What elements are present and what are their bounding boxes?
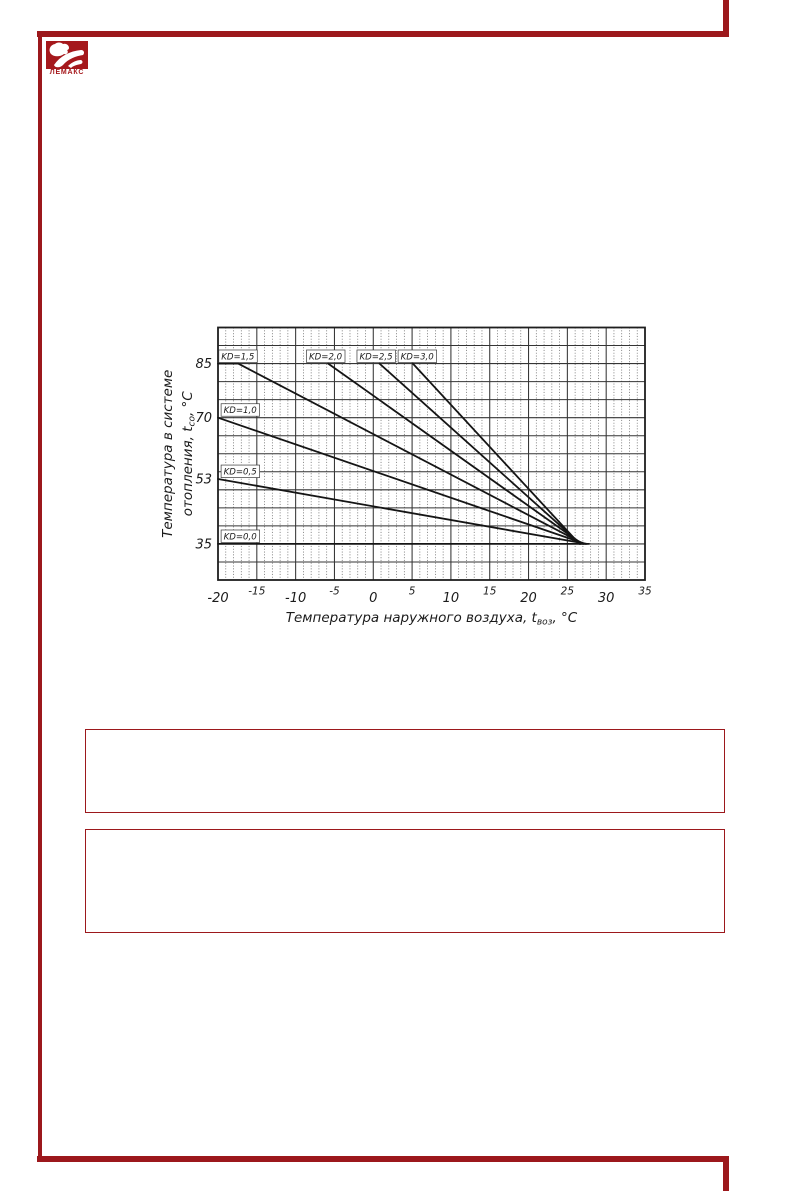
curve-label: KD=2,0 [309,352,343,362]
empty-info-box-1 [85,729,725,813]
curve-kd-1-5 [217,362,585,545]
x-tick-label: 5 [409,586,416,598]
curve-label: KD=1,5 [221,352,254,362]
curve-label-box [220,464,260,478]
x-tick-label: 15 [483,586,497,598]
curve-label-box [220,403,260,417]
curve-label: KD=3,0 [401,352,435,362]
x-tick-label: 0 [369,591,377,606]
curve-kd-1-0 [217,416,587,545]
y-axis-title-line1: Температура в системе [160,370,176,538]
curve-label: KD=0,0 [224,532,258,542]
curve-label-box [306,349,346,363]
curve-kd-2-0 [327,362,583,545]
y-tick-label: 85 [195,357,212,372]
x-tick-label: -5 [329,586,340,598]
curve-kd-2-5 [378,362,582,545]
x-tick-label: 20 [520,591,537,606]
x-axis-title: Температура наружного воздуха, tвоз, °С [286,610,578,628]
x-tick-label: -20 [207,591,228,606]
x-tick-label: 35 [638,586,652,598]
brand-name: ЛЕМАКС [49,69,85,76]
curve-label: KD=0,5 [224,467,257,477]
curve-kd-0-5 [217,478,588,545]
y-axis-title-line2: отопления, tсо, °С [180,391,198,517]
empty-info-box-2 [85,829,725,933]
frame-bottom-right-bar [723,1156,729,1191]
x-tick-label: -10 [285,591,306,606]
y-tick-label: 70 [195,411,212,426]
curve-label: KD=2,5 [359,352,392,362]
curve-label: KD=1,0 [224,406,258,416]
x-tick-label: 30 [598,591,615,606]
frame-left-line [38,31,42,1162]
frame-top-bar [37,31,729,37]
brand-logo [46,41,88,69]
curve-kd-3-0 [411,362,581,545]
frame-bottom-bar [37,1156,729,1162]
curve-label-box [356,349,396,363]
frame-top-right-bar [723,0,729,37]
curve-label-box [397,349,437,363]
x-tick-label: -15 [248,586,265,598]
lemax-lion-icon [49,42,85,68]
plot-border [217,326,646,581]
curve-label-box [218,349,258,363]
y-tick-label: 35 [195,537,212,552]
x-tick-label: 10 [443,591,460,606]
x-tick-label: 25 [561,586,575,598]
y-tick-label: 53 [195,473,212,488]
curve-label-box [220,529,260,543]
